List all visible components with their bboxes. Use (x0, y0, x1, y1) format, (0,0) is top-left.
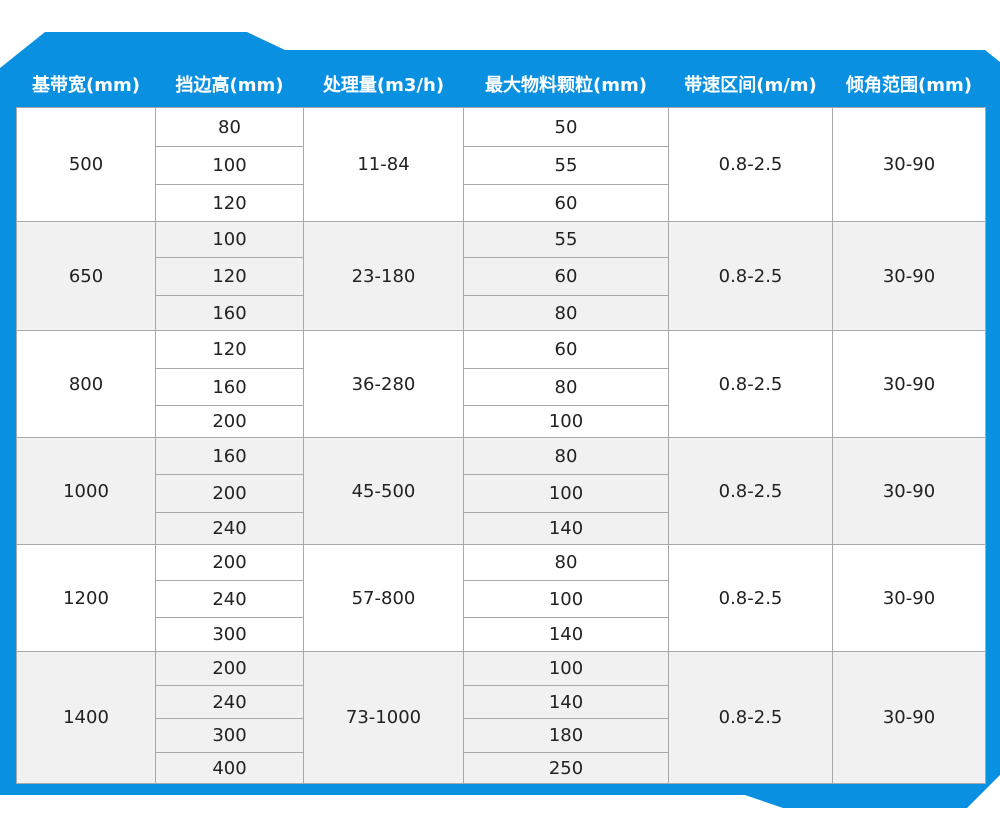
table-row: 200 100 (17, 474, 986, 513)
cell-capacity: 36-280 (303, 330, 464, 438)
cell-sidewall-height: 200 (155, 405, 304, 438)
cell-sidewall-height: 300 (155, 617, 304, 652)
table-row: 300 180 (17, 718, 986, 753)
table-row: 120 60 (17, 184, 986, 222)
cell-sidewall-height: 160 (155, 437, 304, 475)
cell-sidewall-height: 300 (155, 718, 304, 753)
cell-max-particle: 80 (463, 437, 669, 475)
cell-belt-speed: 0.8-2.5 (668, 107, 833, 222)
cell-sidewall-height: 240 (155, 685, 304, 719)
cell-belt-width: 650 (16, 221, 156, 331)
table-row: 500 80 11-84 50 0.8-2.5 30-90 (16, 107, 986, 222)
cell-sidewall-height: 160 (155, 368, 304, 406)
header-sidewall-height: 挡边高(mm) (155, 60, 304, 108)
cell-max-particle: 250 (463, 752, 669, 784)
cell-belt-speed: 0.8-2.5 (668, 437, 833, 545)
cell-sidewall-height: 80 (155, 107, 304, 147)
spec-table: 基带宽(mm) 挡边高(mm) 处理量(m3/h) 最大物料颗粒(mm) 带速区… (16, 60, 986, 784)
table-row: 240 140 (17, 512, 986, 545)
cell-angle: 30-90 (832, 330, 986, 438)
table-row: 100 55 (17, 146, 986, 185)
cell-sidewall-height: 200 (155, 474, 304, 513)
cell-max-particle: 100 (463, 474, 669, 513)
cell-max-particle: 55 (463, 221, 669, 258)
cell-capacity: 45-500 (303, 437, 464, 545)
table-row: 1000 160 45-500 80 0.8-2.5 30-90 (16, 437, 986, 545)
cell-max-particle: 100 (463, 651, 669, 686)
cell-belt-width: 1000 (16, 437, 156, 545)
cell-angle: 30-90 (832, 651, 986, 784)
cell-sidewall-height: 100 (155, 146, 304, 185)
cell-sidewall-height: 400 (155, 752, 304, 784)
cell-sidewall-height: 240 (155, 580, 304, 618)
cell-belt-speed: 0.8-2.5 (668, 330, 833, 438)
cell-max-particle: 50 (463, 107, 669, 147)
cell-angle: 30-90 (832, 107, 986, 222)
cell-max-particle: 80 (463, 295, 669, 331)
cell-belt-speed: 0.8-2.5 (668, 651, 833, 784)
cell-angle: 30-90 (832, 437, 986, 545)
cell-belt-speed: 0.8-2.5 (668, 221, 833, 331)
cell-angle: 30-90 (832, 221, 986, 331)
header-row: 基带宽(mm) 挡边高(mm) 处理量(m3/h) 最大物料颗粒(mm) 带速区… (16, 60, 986, 108)
header-belt-width: 基带宽(mm) (16, 60, 156, 108)
cell-max-particle: 55 (463, 146, 669, 185)
header-belt-speed: 带速区间(m/m) (668, 60, 833, 108)
cell-capacity: 57-800 (303, 544, 464, 652)
cell-max-particle: 140 (463, 617, 669, 652)
cell-capacity: 23-180 (303, 221, 464, 331)
table-row: 160 80 (17, 368, 986, 406)
cell-sidewall-height: 200 (155, 544, 304, 581)
cell-max-particle: 60 (463, 257, 669, 296)
cell-sidewall-height: 240 (155, 512, 304, 545)
cell-max-particle: 140 (463, 685, 669, 719)
table-row: 240 140 (17, 685, 986, 719)
cell-belt-width: 500 (16, 107, 156, 222)
cell-belt-width: 1400 (16, 651, 156, 784)
cell-belt-width: 800 (16, 330, 156, 438)
cell-max-particle: 180 (463, 718, 669, 753)
cell-max-particle: 80 (463, 544, 669, 581)
cell-angle: 30-90 (832, 544, 986, 652)
cell-max-particle: 60 (463, 330, 669, 369)
cell-capacity: 73-1000 (303, 651, 464, 784)
table-row: 650 100 23-180 55 0.8-2.5 30-90 (16, 221, 986, 331)
cell-max-particle: 60 (463, 184, 669, 222)
table-row: 200 100 (17, 405, 986, 438)
cell-max-particle: 140 (463, 512, 669, 545)
cell-sidewall-height: 100 (155, 221, 304, 258)
cell-sidewall-height: 120 (155, 257, 304, 296)
cell-capacity: 11-84 (303, 107, 464, 222)
table-row: 400 250 (17, 752, 986, 784)
table-row: 240 100 (17, 580, 986, 618)
cell-belt-width: 1200 (16, 544, 156, 652)
cell-max-particle: 80 (463, 368, 669, 406)
table-row: 160 80 (17, 295, 986, 331)
cell-sidewall-height: 200 (155, 651, 304, 686)
cell-max-particle: 100 (463, 405, 669, 438)
table-row: 300 140 (17, 617, 986, 652)
header-max-particle: 最大物料颗粒(mm) (463, 60, 669, 108)
cell-sidewall-height: 120 (155, 330, 304, 369)
cell-max-particle: 100 (463, 580, 669, 618)
cell-sidewall-height: 120 (155, 184, 304, 222)
table-row: 1400 200 73-1000 100 0.8-2.5 30-90 (16, 651, 986, 784)
header-angle: 倾角范围(mm) (832, 60, 986, 108)
table-row: 800 120 36-280 60 0.8-2.5 30-90 (16, 330, 986, 438)
cell-belt-speed: 0.8-2.5 (668, 544, 833, 652)
header-capacity: 处理量(m3/h) (303, 60, 464, 108)
table-row: 1200 200 57-800 80 0.8-2.5 30-90 (16, 544, 986, 652)
cell-sidewall-height: 160 (155, 295, 304, 331)
